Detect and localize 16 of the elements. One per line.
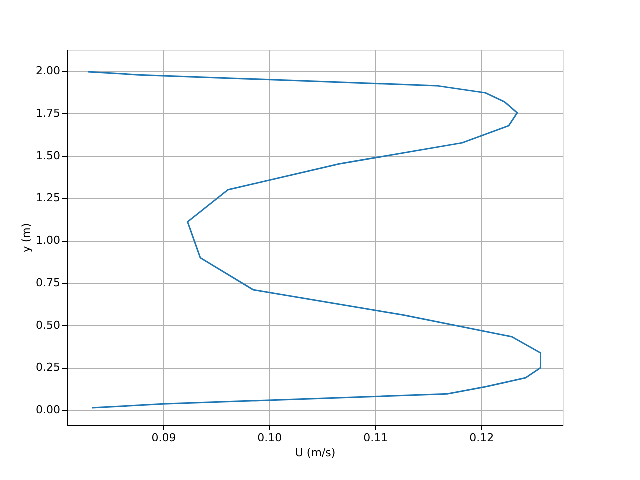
x-tick-label: 0.10 [258, 432, 282, 444]
y-tick-label: 0.75 [36, 276, 60, 290]
y-tick-label: 1.25 [36, 192, 60, 205]
line-series [87, 71, 542, 409]
x-tick-label: 0.12 [470, 432, 494, 444]
x-axis-title: U (m/s) [295, 446, 336, 460]
y-tick-label: 0.50 [36, 318, 60, 332]
y-tick-label: 2.00 [36, 64, 60, 78]
x-tick-label: 0.11 [364, 432, 388, 444]
x-tick-label: 0.09 [152, 432, 176, 444]
y-tick-label: 1.75 [36, 106, 60, 120]
y-tick-label: 1.50 [36, 149, 60, 162]
y-tick-label: 1.00 [36, 234, 60, 248]
y-tick-label: 0.25 [36, 361, 60, 374]
y-tick-label: 0.00 [36, 404, 60, 417]
y-axis-title: y (m) [20, 223, 34, 253]
